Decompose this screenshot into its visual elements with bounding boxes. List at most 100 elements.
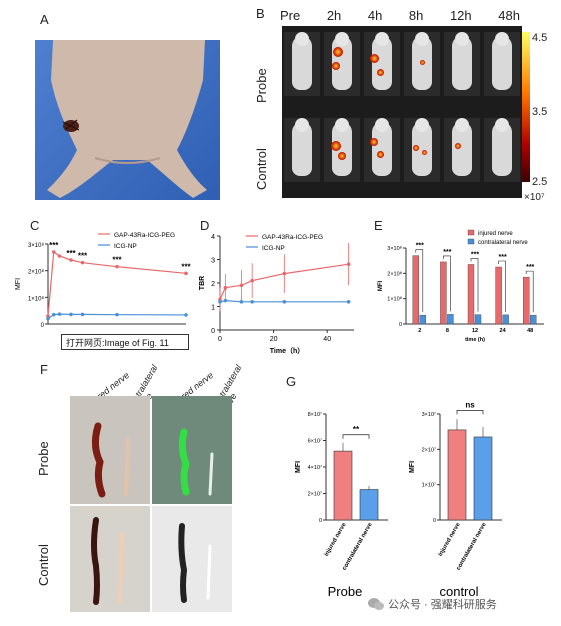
- y-tick-label: 2×10⁷: [308, 491, 322, 498]
- legend-label: GAP-43Ra-ICG-PEG: [262, 234, 323, 241]
- x-axis-label: time (h): [465, 337, 485, 343]
- significance-marker: ***: [526, 264, 534, 271]
- y-tick-label: 3×10⁸: [28, 242, 45, 249]
- x-tick-label: 8: [446, 328, 449, 334]
- mouse-injury-photo: [35, 40, 220, 200]
- mouse-image-tile: [484, 118, 520, 182]
- data-point: [250, 278, 254, 283]
- colorbar-tick: 2.5: [532, 176, 548, 188]
- bar: [529, 314, 537, 325]
- mouse-image-tile: [484, 32, 520, 96]
- colorbar: [522, 32, 530, 182]
- colorbar-unit: ×10⁷: [524, 192, 545, 203]
- mouse-image-tile: [444, 32, 480, 96]
- mouse-image-tile: [364, 118, 400, 182]
- mouse-body: [332, 122, 352, 176]
- significance-bracket: [470, 258, 479, 312]
- bar: [495, 266, 502, 325]
- bar: [359, 489, 379, 521]
- mouse-head: [415, 32, 429, 46]
- chart-title: control: [439, 584, 478, 598]
- fluorescence-spot: [376, 150, 384, 158]
- data-point: [218, 300, 222, 304]
- significance-marker: ***: [416, 243, 424, 250]
- data-point: [250, 300, 254, 304]
- control-brightfield-photo: [70, 506, 150, 612]
- bar: [440, 261, 447, 325]
- data-point: [69, 312, 73, 317]
- watermark-text: 公众号 · 强耀科研服务: [388, 599, 497, 611]
- mouse-head: [375, 118, 389, 132]
- y-tick-label: 2×10⁸: [387, 270, 402, 277]
- mouse-body: [372, 122, 392, 176]
- y-tick-label: 1: [211, 305, 215, 312]
- imaging-grid: [282, 26, 522, 198]
- x-axis-label: Time（h）: [270, 347, 305, 355]
- data-point: [80, 260, 85, 265]
- mouse-body: [372, 36, 392, 90]
- mouse-body: [292, 36, 312, 90]
- significance-bracket: [342, 434, 370, 439]
- mouse-body: [452, 122, 472, 176]
- significance-marker: ***: [49, 241, 59, 250]
- mouse-head: [415, 118, 429, 132]
- significance-bracket: [525, 270, 534, 313]
- time-label: 12h: [449, 8, 472, 23]
- mouse-body: [412, 122, 432, 176]
- data-point: [346, 300, 351, 304]
- data-point: [239, 283, 244, 288]
- fluorescence-spot: [421, 149, 427, 155]
- significance-bracket: [498, 260, 506, 312]
- x-tick-label: 2: [418, 328, 421, 334]
- probe-brightfield-photo: [70, 396, 150, 504]
- significance-marker: ***: [499, 254, 507, 261]
- significance-marker: ***: [66, 249, 76, 258]
- time-label: 48h: [498, 8, 520, 23]
- fluorescence-spot: [370, 138, 378, 146]
- mouse-image-tile: [364, 32, 400, 96]
- y-tick-label: 4×10⁷: [308, 464, 322, 471]
- mouse-image-tile: [324, 32, 360, 96]
- fluorescence-spot: [331, 141, 341, 151]
- control-fluorescence-photo: [152, 506, 232, 612]
- chart-g-probe: 0 2×10⁷ 4×10⁷ 6×10⁷ 8×10⁷ MFI injured nervecon…: [295, 411, 388, 598]
- data-point: [239, 300, 244, 304]
- mouse-image-tile: [284, 118, 320, 182]
- panel-label-a: A: [40, 12, 49, 27]
- legend-label: ICG-NP: [262, 245, 285, 252]
- bar: [412, 255, 419, 325]
- fluorescence-spot: [413, 145, 419, 151]
- mouse-head: [295, 32, 309, 46]
- y-axis-label: MFI: [295, 461, 302, 473]
- mouse-head: [495, 32, 509, 46]
- x-tick-label: injured nerve: [324, 521, 348, 557]
- colorbar-tick: 4.5: [532, 32, 548, 44]
- mouse-image-tile: [404, 32, 440, 96]
- row-label-probe: Probe: [36, 441, 51, 476]
- time-label: 4h: [367, 8, 383, 23]
- panel-label-d: D: [200, 218, 210, 233]
- imaging-panel: Pre 2h 4h 8h 12h 48h Probe Control 4.5 3…: [254, 8, 560, 208]
- time-label: 2h: [326, 8, 342, 23]
- data-point: [115, 264, 119, 269]
- y-tick-label: 0: [433, 518, 436, 524]
- bar: [522, 276, 530, 325]
- y-tick-label: 3×10⁸: [387, 245, 402, 252]
- fluorescence-spot: [369, 53, 379, 63]
- fluorescence-spot: [376, 68, 384, 76]
- probe-fluorescence-photo: [152, 396, 232, 504]
- panel-label-c: C: [30, 218, 40, 233]
- panel-label-b: B: [256, 6, 265, 21]
- legend-swatch: [467, 229, 475, 236]
- x-tick-label: 20: [270, 336, 278, 343]
- x-tick-label: 40: [323, 336, 331, 343]
- data-point: [184, 271, 188, 276]
- x-tick-label: contralateral nerve: [342, 521, 374, 571]
- significance-marker: ***: [471, 251, 479, 258]
- y-tick-label: 2: [211, 281, 215, 288]
- data-point: [282, 271, 287, 276]
- x-tick-label: 48: [527, 328, 533, 334]
- y-tick-label: 1×10⁸: [28, 295, 45, 302]
- image-tooltip[interactable]: 打开网页:Image of Fig. 11: [61, 334, 189, 350]
- data-point: [69, 258, 73, 262]
